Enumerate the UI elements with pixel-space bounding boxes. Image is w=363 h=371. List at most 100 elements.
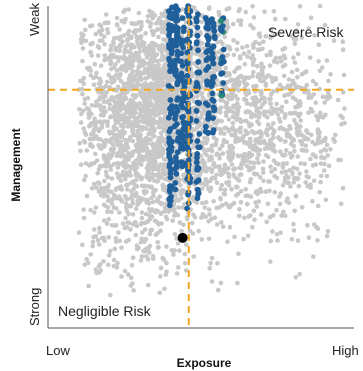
background-point: [130, 149, 136, 155]
background-point: [97, 145, 103, 150]
background-point: [107, 106, 112, 112]
background-point: [278, 191, 284, 196]
background-point: [139, 215, 145, 221]
background-point: [194, 94, 200, 99]
background-point: [199, 237, 205, 242]
background-point: [215, 261, 220, 266]
background-point: [206, 219, 211, 224]
background-point: [149, 227, 155, 233]
background-point: [172, 210, 178, 216]
background-point: [109, 66, 114, 72]
background-point: [217, 107, 222, 112]
background-point: [128, 123, 133, 129]
background-point: [153, 113, 158, 118]
highlight-point: [179, 15, 186, 21]
background-point: [98, 262, 103, 267]
highlight-point: [194, 166, 201, 173]
highlight-point: [218, 71, 225, 77]
background-point: [160, 182, 166, 188]
background-point: [105, 27, 110, 32]
background-point: [227, 108, 233, 114]
background-point: [104, 186, 109, 191]
background-point: [258, 78, 263, 83]
background-point: [155, 26, 161, 32]
background-point: [248, 160, 253, 165]
background-point: [284, 199, 289, 204]
background-point: [257, 41, 262, 47]
background-point: [130, 53, 135, 58]
background-point: [297, 99, 303, 104]
background-point: [220, 143, 225, 148]
background-point: [215, 287, 221, 293]
background-point: [243, 118, 249, 124]
highlight-point: [180, 119, 187, 125]
highlight-point: [194, 69, 201, 76]
background-point: [129, 21, 134, 26]
highlight-point: [165, 26, 172, 32]
background-point: [129, 165, 135, 171]
background-point: [150, 52, 156, 58]
background-point: [274, 101, 279, 107]
background-point: [251, 100, 257, 105]
background-point: [250, 62, 256, 67]
background-point: [77, 107, 82, 112]
highlight-point: [196, 131, 203, 137]
background-point: [235, 40, 240, 45]
background-point: [288, 184, 293, 189]
background-point: [128, 35, 134, 41]
background-point: [263, 34, 269, 39]
background-point: [160, 53, 165, 58]
background-point: [307, 55, 313, 60]
highlight-point: [168, 45, 175, 51]
background-point: [226, 155, 231, 160]
background-point: [283, 112, 288, 117]
background-point: [158, 265, 164, 271]
background-point: [244, 163, 250, 169]
background-point: [121, 9, 126, 15]
background-point: [105, 79, 110, 85]
background-point: [283, 85, 289, 91]
background-point: [82, 101, 87, 106]
background-point: [269, 111, 274, 117]
background-point: [111, 257, 117, 263]
highlight-point: [210, 60, 217, 67]
background-point: [292, 117, 297, 123]
background-point: [119, 198, 124, 204]
background-point: [209, 279, 215, 284]
background-point: [134, 165, 140, 170]
background-point: [289, 69, 295, 75]
background-point: [261, 64, 266, 70]
background-point: [276, 135, 281, 140]
background-point: [219, 182, 225, 188]
background-point: [260, 166, 266, 172]
background-point: [294, 166, 300, 172]
background-point: [171, 252, 176, 257]
background-point: [105, 205, 111, 210]
background-point: [274, 32, 279, 37]
background-point: [181, 172, 186, 178]
background-point: [113, 95, 119, 100]
background-point: [96, 167, 102, 172]
background-point: [265, 127, 270, 132]
background-point: [252, 85, 257, 90]
background-point: [126, 211, 131, 217]
background-point: [95, 53, 101, 58]
background-point: [260, 46, 265, 52]
background-point: [297, 4, 303, 9]
background-point: [225, 93, 231, 98]
background-point: [152, 163, 157, 168]
background-point: [258, 212, 264, 217]
background-point: [101, 153, 107, 158]
background-point: [151, 76, 156, 82]
background-point: [214, 137, 219, 142]
background-point: [129, 262, 135, 268]
highlight-point: [173, 13, 180, 20]
background-point: [117, 210, 122, 215]
background-point: [84, 148, 90, 153]
highlight-point: [193, 40, 200, 47]
background-point: [332, 139, 338, 144]
highlight-point: [193, 159, 200, 166]
background-point: [98, 23, 104, 29]
background-point: [80, 108, 86, 114]
background-point: [180, 7, 185, 12]
